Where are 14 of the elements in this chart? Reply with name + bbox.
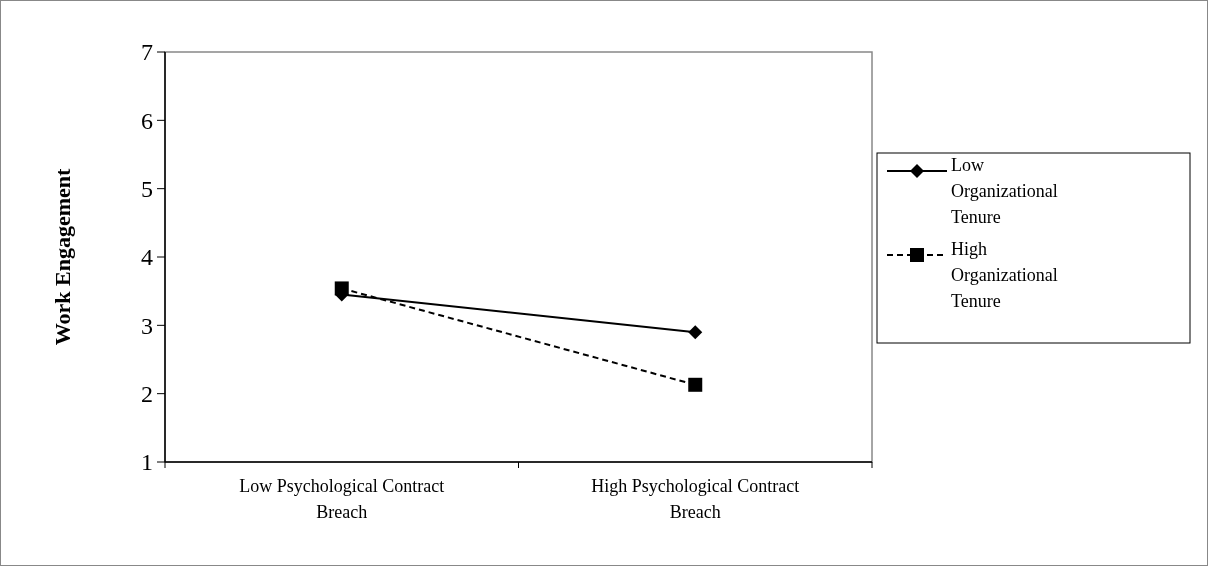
x-tick-label: Low Psychological Contract Breach: [239, 476, 445, 523]
y-tick-label: 3: [141, 312, 153, 339]
y-tick-label: 6: [141, 107, 153, 134]
y-tick-label: 4: [141, 244, 153, 271]
y-axis-title: Work Engagement: [50, 168, 75, 346]
point: [688, 377, 703, 392]
y-tick-label: 7: [141, 39, 153, 66]
point: [688, 325, 703, 340]
legend-label: High Organizational Tenure: [951, 239, 1058, 311]
y-tick-label: 1: [141, 449, 153, 476]
x-tick-label: High Psychological Contract Breach: [591, 476, 800, 523]
y-tick-label: 2: [141, 381, 153, 408]
y-tick-label: 5: [141, 176, 153, 203]
legend-label: Low Organizational Tenure: [951, 155, 1058, 227]
